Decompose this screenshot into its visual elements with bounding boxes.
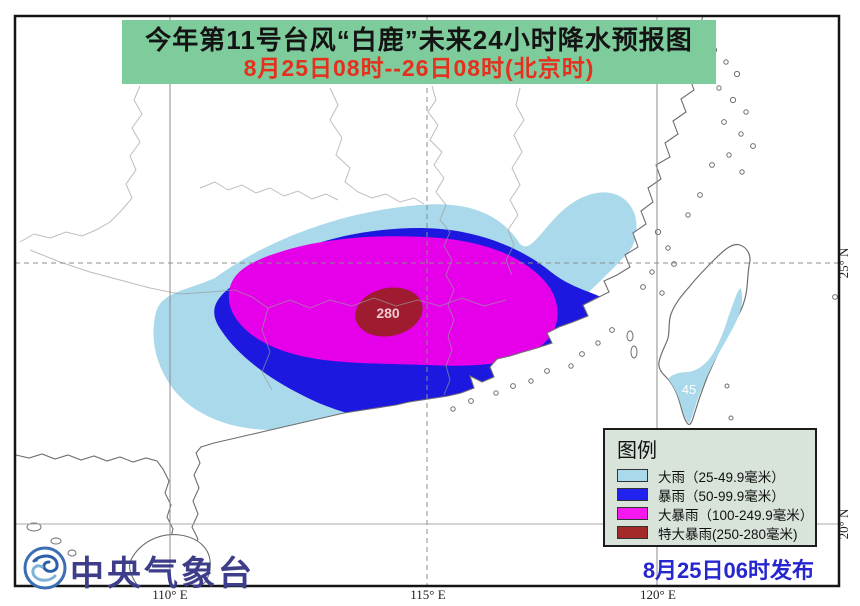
- lon-label-110: 110° E: [152, 587, 187, 602]
- taiwan-rain-band: [668, 288, 743, 423]
- legend-item-label: 大暴雨（100-249.9毫米）: [658, 507, 814, 523]
- max-rain-label: 280: [376, 305, 400, 321]
- map-subtitle: 8月25日08时--26日08时(北京时): [243, 55, 595, 81]
- taiwan-rain-label: 45: [682, 382, 696, 397]
- agency-name: 中央气象台: [70, 555, 255, 593]
- cma-logo-icon: [23, 546, 67, 590]
- rainstorm-swatch: [617, 488, 648, 501]
- legend-item-label: 特大暴雨(250-280毫米): [658, 526, 798, 542]
- lat-label-20: 20° N: [836, 508, 851, 539]
- lon-label-120: 120° E: [640, 587, 676, 602]
- contour-extreme-rainstorm: [355, 287, 423, 337]
- legend-item-label: 暴雨（50-99.9毫米）: [658, 488, 785, 504]
- province-borders: [19, 85, 525, 396]
- legend-item-heavy-rain: 大雨（25-49.9毫米）: [617, 466, 815, 485]
- map-title: 今年第11号台风“白鹿”未来24小时降水预报图: [145, 25, 693, 55]
- legend-title: 图例: [617, 440, 657, 462]
- map-frame: [13, 14, 841, 588]
- legend: 图例 大雨（25-49.9毫米） 暴雨（50-99.9毫米） 大暴雨（100-2…: [603, 428, 817, 547]
- lon-label-115: 115° E: [410, 587, 445, 602]
- lat-label-25: 25° N: [836, 247, 851, 278]
- heavy-rain-swatch: [617, 469, 648, 482]
- legend-item-rainstorm: 暴雨（50-99.9毫米）: [617, 485, 815, 504]
- legend-item-extreme-rainstorm: 特大暴雨(250-280毫米): [617, 523, 815, 542]
- legend-item-heavy-rainstorm: 大暴雨（100-249.9毫米）: [617, 504, 815, 523]
- heavy-rainstorm-swatch: [617, 507, 648, 520]
- extreme-rainstorm-swatch: [617, 526, 648, 539]
- legend-item-label: 大雨（25-49.9毫米）: [658, 469, 785, 485]
- release-time: 8月25日06时发布: [642, 558, 814, 583]
- title-banner: 今年第11号台风“白鹿”未来24小时降水预报图 8月25日08时--26日08时…: [122, 20, 716, 84]
